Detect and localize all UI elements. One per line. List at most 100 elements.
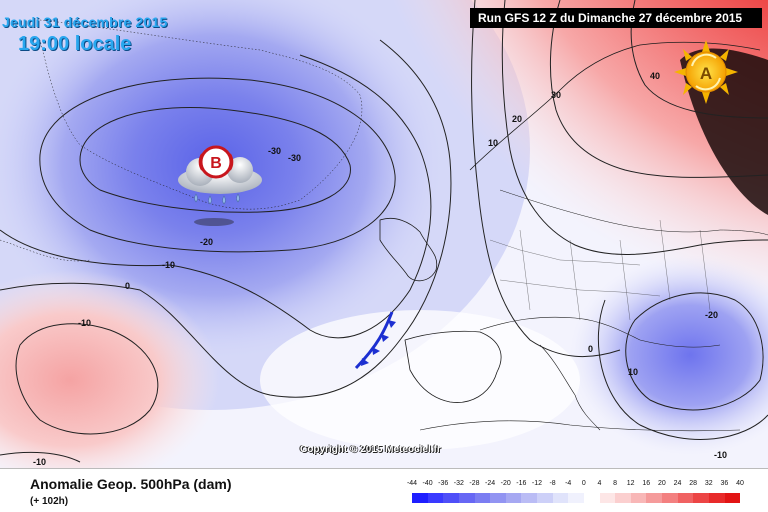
- legend-color-cell: [724, 493, 741, 503]
- contour-label: -10: [162, 260, 175, 270]
- model-run-label: Run GFS 12 Z du Dimanche 27 décembre 201…: [470, 8, 762, 28]
- anomaly-contours: [0, 0, 768, 463]
- legend-tick-label: -20: [500, 480, 511, 487]
- legend-color-cell: [521, 493, 537, 503]
- legend-color-cell: [568, 493, 584, 503]
- legend-color-cell: [615, 493, 631, 503]
- legend-color-cell: [490, 493, 506, 503]
- legend-color-cell: [646, 493, 662, 503]
- contour-label-group: -30 -30 -20 -10 0 -10 -10 10 20 30 40 0 …: [33, 71, 727, 467]
- contour-label: 10: [628, 367, 638, 377]
- iberia-coast: [404, 330, 502, 403]
- map-canvas: -30 -30 -20 -10 0 -10 -10 10 20 30 40 0 …: [0, 0, 768, 468]
- contour-east-minus-20: [625, 292, 764, 411]
- contour-label: 0: [588, 344, 593, 354]
- high-pressure-letter: A: [700, 64, 712, 83]
- contour-label: -20: [200, 237, 213, 247]
- north-africa-coast: [419, 420, 741, 432]
- legend-tick-label: 32: [704, 480, 713, 487]
- contour-southwest-10: [15, 323, 159, 435]
- contour-label: 40: [650, 71, 660, 81]
- contour-20: [501, 0, 768, 255]
- contour-label: -30: [288, 153, 301, 163]
- scandinavia-coast: [469, 41, 761, 171]
- legend-tick-label: -44: [406, 480, 418, 487]
- legend-color-cell: [583, 493, 600, 503]
- coastlines: [0, 19, 768, 432]
- contour-label: 30: [551, 90, 561, 100]
- forecast-date: Jeudi 31 décembre 2015: [2, 14, 168, 30]
- contour-30: [549, 0, 768, 178]
- legend-color-cell: [505, 493, 522, 503]
- contour-label: 20: [512, 114, 522, 124]
- legend-color-cell: [677, 493, 694, 503]
- legend-tick-labels: -44 -40 -36 -32 -28 -24 -20 -16 -12 -8 -4 0 4 8 12 16 20…: [407, 480, 744, 492]
- map-footer: Anomalie Geop. 500hPa (dam) (+ 102h) -44…: [0, 468, 768, 512]
- contour-label: -10: [78, 318, 91, 328]
- legend-tick-label: 28: [689, 480, 698, 487]
- legend-tick-label: -36: [438, 480, 449, 487]
- legend-color-cell: [599, 493, 616, 503]
- baltic-border: [499, 189, 768, 236]
- legend-tick-label: 24: [673, 480, 682, 487]
- contour-label: -10: [714, 450, 727, 460]
- legend-color-cell: [630, 493, 647, 503]
- contour-minus-20: [39, 77, 396, 253]
- contour-label: -20: [705, 310, 718, 320]
- greenland-coast: [39, 19, 363, 210]
- legend-tick-label: -16: [516, 480, 527, 487]
- legend-tick-label: -40: [422, 480, 433, 487]
- legend-color-cell: [552, 493, 569, 503]
- legend-tick-label: -24: [485, 480, 496, 487]
- legend-tick-label: 4: [597, 480, 602, 487]
- british-isles-coast: [379, 217, 438, 282]
- contour-40: [630, 0, 768, 119]
- mediterranean-coast: [479, 316, 721, 348]
- contour-zero: [0, 39, 452, 398]
- contour-minus-30: [79, 107, 351, 213]
- color-scale-legend: [412, 493, 741, 503]
- contour-10: [471, 0, 621, 358]
- legend-tick-label: 12: [626, 480, 635, 487]
- legend-color-cell: [662, 493, 678, 503]
- contour-label: -10: [33, 457, 46, 467]
- forecast-lead-time: (+ 102h): [30, 496, 69, 507]
- legend-color-cell: [693, 493, 709, 503]
- legend-tick-label: -32: [453, 480, 464, 487]
- legend-color-cell: [537, 493, 553, 503]
- legend-tick-label: 20: [657, 480, 666, 487]
- map-area: -30 -30 -20 -10 0 -10 -10 10 20 30 40 0 …: [0, 0, 768, 468]
- high-pressure-sun-icon: A: [674, 40, 738, 104]
- legend-tick-label: -8: [549, 480, 556, 487]
- legend-tick-label: 8: [613, 480, 617, 487]
- contour-label: -30: [268, 146, 281, 156]
- legend-color-cell: [458, 493, 475, 503]
- neutral-zone: [260, 310, 580, 450]
- legend-color-cell: [708, 493, 725, 503]
- legend-color-cell: [474, 493, 491, 503]
- legend-tick-label: -12: [531, 480, 542, 487]
- contour-minus-10: [0, 54, 432, 339]
- contour-east-minus-10: [597, 299, 768, 440]
- legend-color-cell: [412, 493, 428, 503]
- parameter-title: Anomalie Geop. 500hPa (dam): [30, 476, 232, 492]
- legend-tick-label: 40: [736, 480, 744, 487]
- contour-label: 0: [125, 281, 130, 291]
- legend-tick-label: 36: [720, 480, 729, 487]
- legend-color-cell: [443, 493, 459, 503]
- copyright-text: Copyright © 2015 Meteociel.fr: [300, 444, 441, 455]
- legend-tick-label: 0: [581, 480, 586, 487]
- legend-tick-label: -4: [565, 480, 572, 487]
- positive-anomaly-southwest: [0, 270, 220, 468]
- positive-anomaly-north: [320, 0, 768, 320]
- legend-tick-label: -28: [469, 480, 480, 487]
- country-borders: [489, 219, 711, 321]
- legend-tick-label: 16: [642, 480, 651, 487]
- low-pressure-rain-cloud-icon: B: [178, 145, 262, 226]
- cold-front-icon: [354, 311, 396, 370]
- forecast-time: 19:00 locale: [18, 33, 132, 55]
- legend-color-cell: [427, 493, 444, 503]
- negative-anomaly-east: [570, 255, 768, 455]
- low-pressure-letter: B: [210, 155, 222, 172]
